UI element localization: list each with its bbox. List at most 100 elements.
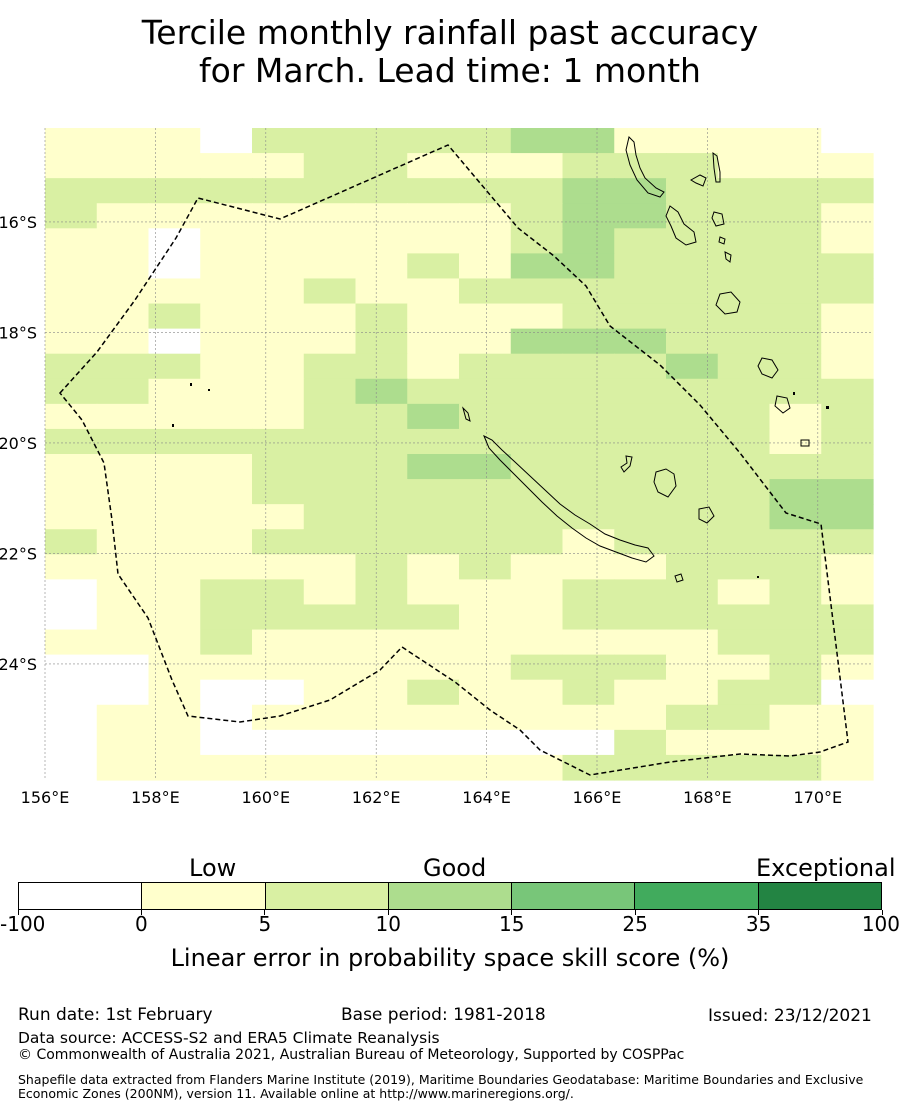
grid-cell bbox=[666, 529, 719, 555]
rainfall-accuracy-map: 156°E 158°E 160°E 162°E 164°E 166°E 168°E 170°E… bbox=[0, 128, 874, 807]
grid-cell bbox=[459, 554, 512, 580]
aneityum-island bbox=[800, 439, 810, 447]
longitude-tick-label: 160°E bbox=[241, 788, 290, 807]
grid-cell bbox=[666, 629, 719, 656]
epi-island bbox=[718, 236, 726, 245]
grid-cell bbox=[355, 403, 408, 430]
grid-cell bbox=[459, 754, 512, 781]
grid-cell bbox=[717, 704, 771, 731]
grid-cell bbox=[459, 403, 512, 430]
grid-cell bbox=[45, 604, 98, 631]
grid-cell bbox=[666, 303, 719, 330]
grid-cell bbox=[148, 328, 201, 355]
grid-cell bbox=[562, 504, 615, 530]
grid-cell bbox=[717, 353, 771, 380]
grid-cell bbox=[303, 278, 357, 305]
grid-cell bbox=[459, 679, 512, 706]
grid-cell bbox=[96, 579, 150, 606]
colorbar-segment bbox=[758, 883, 881, 909]
grid-cell bbox=[510, 228, 564, 254]
grid-cell bbox=[510, 629, 564, 656]
colorbar-tick-label: -100 bbox=[0, 912, 46, 936]
colorbar-segment bbox=[19, 883, 143, 909]
latitude-tick-label: 24°S bbox=[0, 655, 37, 674]
grid-cell bbox=[459, 704, 512, 731]
grid-cell bbox=[510, 604, 564, 631]
colorbar-segment bbox=[265, 883, 389, 909]
grid-cell bbox=[148, 629, 201, 656]
grid-cell bbox=[407, 253, 460, 280]
grid-cell bbox=[355, 754, 408, 781]
grid-cell bbox=[666, 679, 719, 706]
grid-cell bbox=[45, 629, 98, 656]
grid-cell bbox=[407, 328, 460, 355]
grid-cell bbox=[717, 428, 771, 455]
grid-cell bbox=[459, 303, 512, 330]
grid-cell bbox=[355, 428, 408, 455]
grid-cell bbox=[355, 328, 408, 355]
grid-cell bbox=[303, 679, 357, 706]
grid-cell bbox=[407, 579, 460, 606]
grid-cell bbox=[407, 529, 460, 555]
grid-cell bbox=[45, 428, 98, 455]
colorbar-tick-label: 100 bbox=[861, 912, 900, 936]
grid-cell bbox=[96, 604, 150, 631]
grid-cell bbox=[45, 128, 98, 154]
grid-cell bbox=[355, 253, 408, 280]
grid-cell bbox=[769, 403, 822, 430]
grid-cell bbox=[510, 153, 564, 179]
grid-cell bbox=[717, 203, 771, 229]
grid-cell bbox=[148, 178, 201, 204]
grid-cell bbox=[148, 153, 201, 179]
colorbar-tick-label: 15 bbox=[498, 912, 525, 936]
colorbar bbox=[18, 882, 882, 910]
grid-cell bbox=[717, 729, 771, 756]
grid-cell bbox=[407, 203, 460, 229]
grid-cell bbox=[562, 128, 615, 154]
grid-cell bbox=[200, 454, 253, 480]
grid-cell bbox=[45, 654, 98, 681]
grid-cell bbox=[821, 253, 874, 280]
grid-cell bbox=[252, 479, 305, 505]
latitude-tick-label: 22°S bbox=[0, 544, 37, 563]
grid-cell bbox=[148, 128, 201, 154]
grid-cell bbox=[510, 579, 564, 606]
grid-cell bbox=[510, 253, 564, 280]
grid-cell bbox=[717, 579, 771, 606]
grid-cell bbox=[96, 654, 150, 681]
grid-cell bbox=[510, 378, 564, 405]
grid-cell bbox=[614, 278, 667, 305]
grid-cell bbox=[148, 203, 201, 229]
eez-boundary bbox=[59, 144, 849, 776]
grid-cell bbox=[562, 479, 615, 505]
grid-cell bbox=[562, 353, 615, 380]
grid-cell bbox=[666, 554, 719, 580]
grid-cell bbox=[459, 228, 512, 254]
grid-cell bbox=[562, 278, 615, 305]
grid-cell bbox=[200, 303, 253, 330]
grid-cell bbox=[200, 504, 253, 530]
grid-cell bbox=[96, 353, 150, 380]
erromango-island bbox=[757, 357, 779, 379]
grid-cell bbox=[45, 328, 98, 355]
grid-cell bbox=[303, 153, 357, 179]
grid-cell bbox=[303, 454, 357, 480]
grid-cell bbox=[45, 178, 98, 204]
grid-cell bbox=[252, 554, 305, 580]
grid-cell bbox=[200, 604, 253, 631]
grid-cell bbox=[252, 328, 305, 355]
new-caledonia-island bbox=[483, 434, 655, 563]
grid-cell bbox=[303, 729, 357, 756]
colorbar-tick-mark bbox=[264, 910, 266, 915]
grid-cell bbox=[200, 729, 253, 756]
grid-cell bbox=[510, 729, 564, 756]
colorbar-tick-mark bbox=[634, 910, 636, 915]
grid-cell bbox=[614, 253, 667, 280]
grid-cell bbox=[769, 704, 822, 731]
grid-cell bbox=[459, 328, 512, 355]
grid-cell bbox=[96, 178, 150, 204]
grid-cell bbox=[717, 128, 771, 154]
grid-cell bbox=[459, 729, 512, 756]
grid-cell bbox=[355, 128, 408, 154]
grid-cell bbox=[96, 228, 150, 254]
